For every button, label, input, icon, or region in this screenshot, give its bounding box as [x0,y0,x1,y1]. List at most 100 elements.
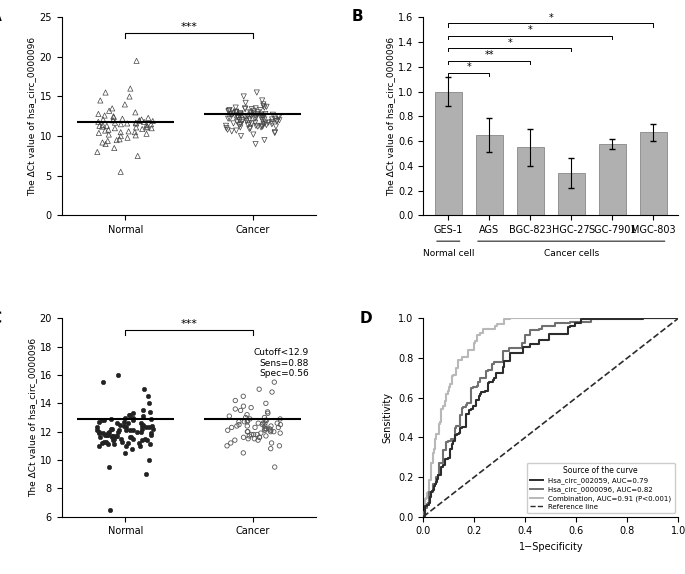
Point [97,138,108,147]
Point [103,125,114,134]
Point [115,434,126,443]
Point [234,116,245,125]
Point [108,431,119,440]
Point [253,418,264,428]
Point [235,109,246,118]
Point [236,111,247,120]
Bar [517,148,544,215]
Point [250,139,261,149]
Point [271,122,282,131]
Point [238,92,249,101]
Point [136,421,147,430]
Point [110,118,121,127]
Point [257,420,268,429]
Point [138,385,149,394]
Point [260,431,271,440]
Point [269,378,279,387]
Point [112,427,123,436]
Point [131,119,142,128]
Point [240,98,251,107]
Point [102,440,113,449]
Point [256,121,267,130]
Point [225,109,236,118]
Point [94,121,105,130]
Point [240,104,251,114]
Point [227,110,238,119]
Point [134,117,145,126]
Point [101,430,112,439]
Y-axis label: Sensitivity: Sensitivity [383,392,393,443]
Point [119,448,130,457]
Point [254,433,265,442]
Point [261,424,272,433]
Point [248,106,259,115]
Point [114,420,125,429]
Point [141,121,152,130]
Point [229,112,240,121]
Point [137,424,148,433]
Point [119,417,130,426]
Point [106,424,117,433]
Point [249,423,260,432]
Point [93,109,104,118]
Point [266,119,277,129]
Point [234,417,245,426]
Point [242,112,253,121]
Point [100,88,111,97]
Point [250,118,261,127]
Point [275,414,286,424]
Point [103,430,114,439]
Point [253,385,264,394]
Point [226,423,237,432]
Point [143,455,154,464]
Point [121,423,132,432]
Point [103,463,114,472]
Point [97,122,108,131]
Point [266,439,277,448]
Point [226,127,237,136]
Point [223,106,234,115]
Point [249,434,260,443]
Point [239,417,250,426]
Point [260,109,271,118]
Point [108,116,119,125]
Point [265,426,276,435]
Text: *: * [549,13,553,23]
Point [246,108,257,118]
Text: C: C [0,311,1,325]
Point [124,426,135,435]
Point [249,114,260,123]
Text: ***: *** [181,22,197,32]
Point [221,441,232,451]
Y-axis label: The ΔCt value of hsa_circ_0000096: The ΔCt value of hsa_circ_0000096 [386,37,395,196]
Point [230,107,241,116]
Point [245,112,256,121]
Point [134,116,145,125]
Point [115,127,126,137]
Text: D: D [360,311,373,325]
Point [94,441,105,451]
Point [140,470,151,479]
Point [231,126,242,135]
Point [260,424,271,433]
Text: Cancer cells: Cancer cells [544,249,599,258]
Point [106,414,117,424]
Point [273,113,284,122]
Point [116,437,127,446]
Point [266,421,277,430]
Point [119,100,130,109]
Point [102,429,113,438]
Point [98,416,109,425]
Point [131,123,142,132]
Point [229,436,240,445]
Point [240,413,251,422]
Bar [476,135,503,215]
Point [223,107,234,116]
Point [92,423,103,432]
Point [244,115,255,124]
Point [234,121,245,130]
Point [93,427,104,436]
Point [266,115,277,124]
Point [232,112,243,121]
Point [108,434,119,443]
